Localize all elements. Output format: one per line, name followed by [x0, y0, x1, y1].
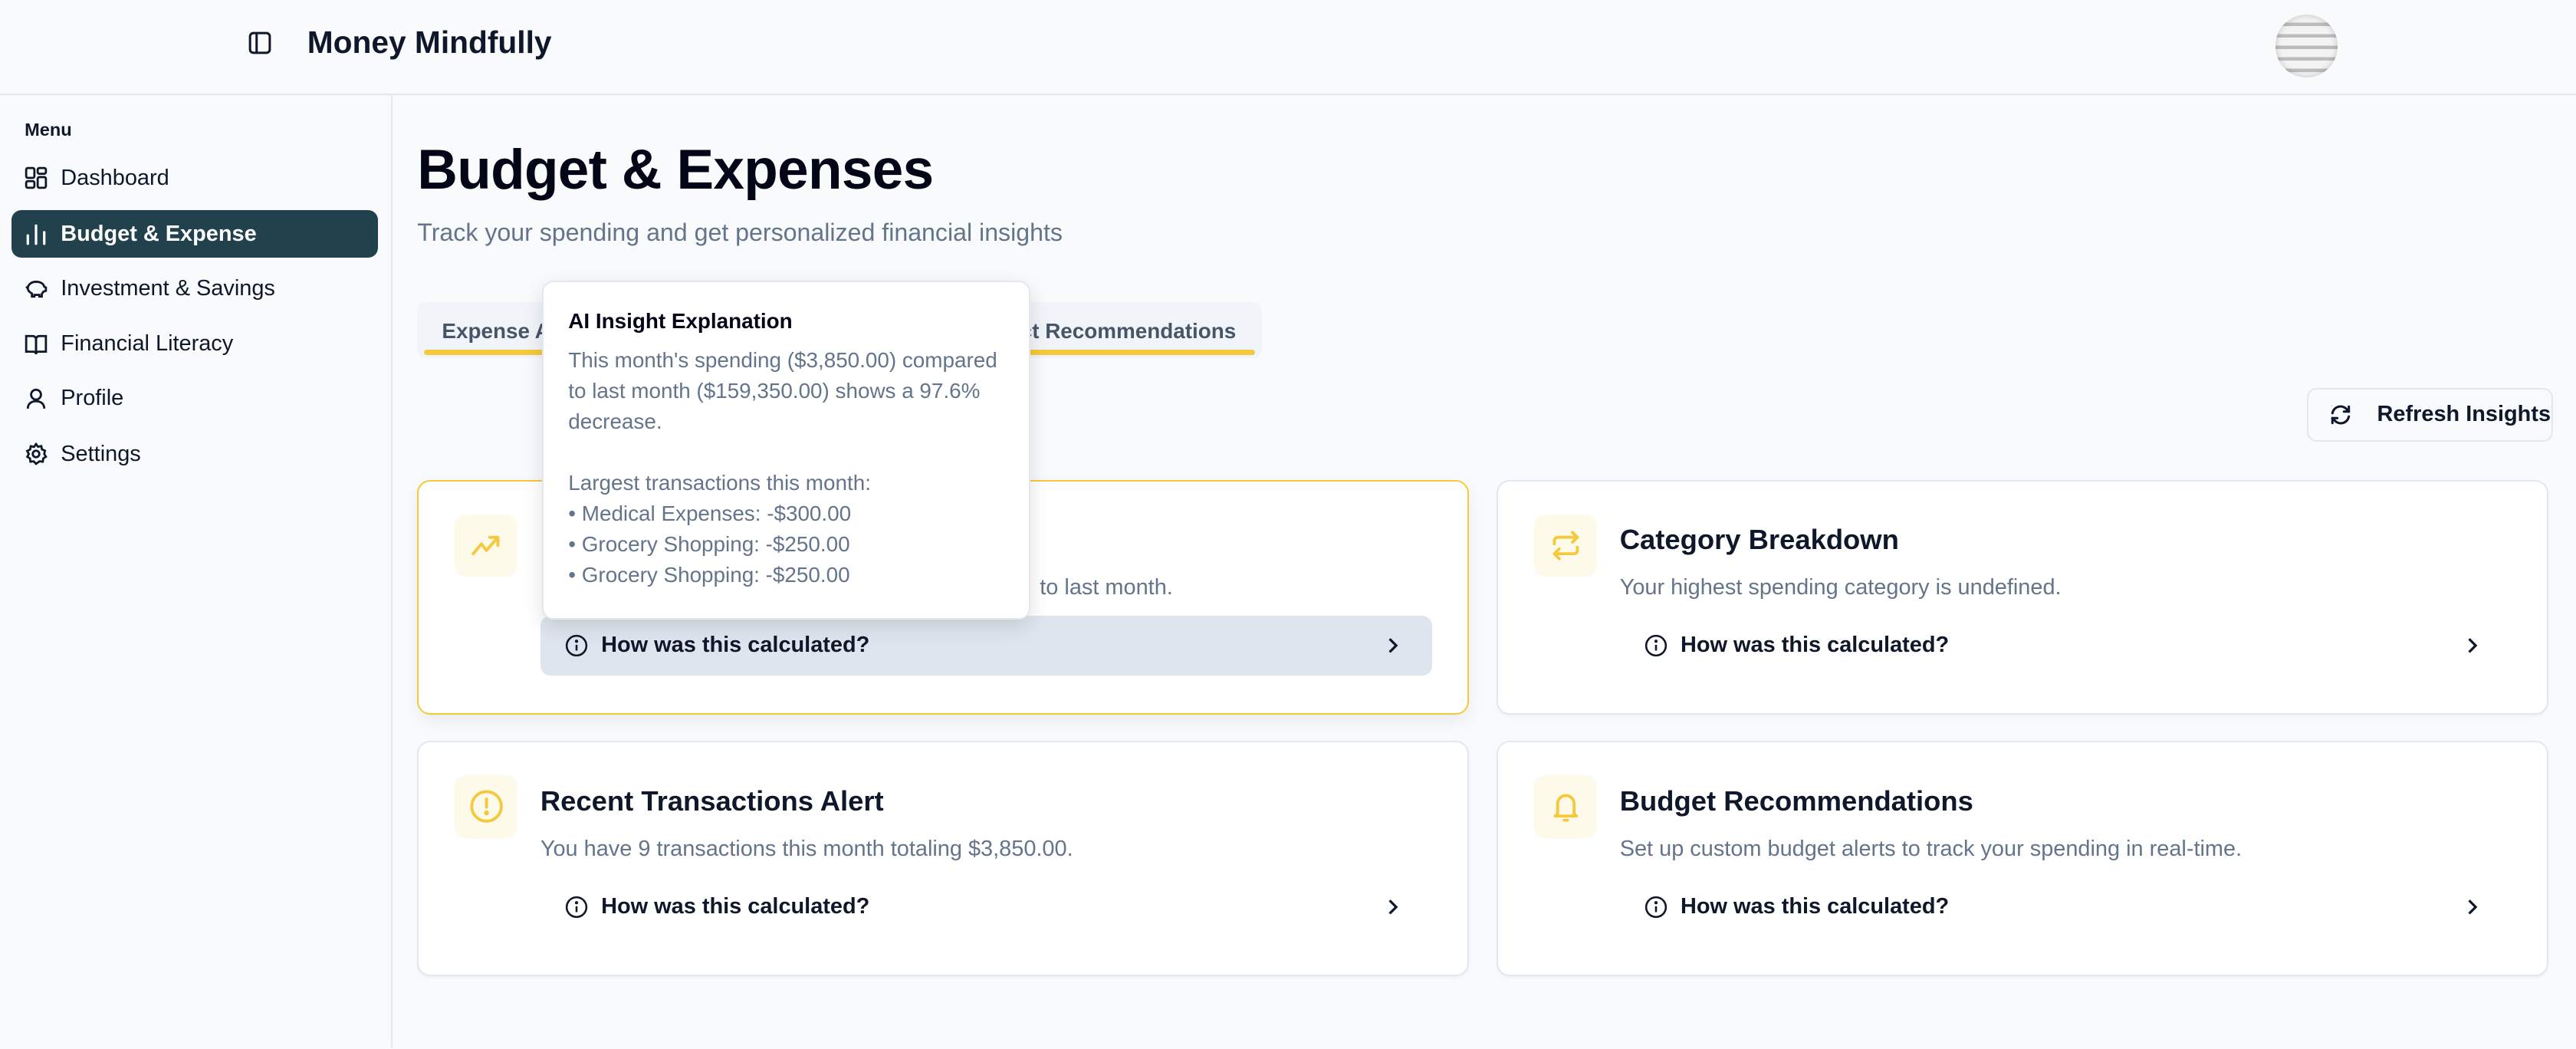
- tooltip-line: to last month ($159,350.00) shows a 97.6…: [568, 378, 981, 403]
- how-calculated-button[interactable]: How was this calculated?: [540, 616, 1433, 676]
- tooltip-line: • Grocery Shopping: -$250.00: [568, 532, 850, 557]
- info-icon: [1644, 634, 1667, 657]
- icon-box: [1534, 514, 1597, 577]
- sidebar-item-financial-literacy[interactable]: Financial Literacy: [12, 321, 378, 368]
- tab-recommendations[interactable]: ct Recommendations: [1020, 318, 1237, 343]
- page-subtitle: Track your spending and get personalized…: [417, 219, 1063, 246]
- chevron-right-icon: [1388, 899, 1398, 915]
- bell-icon: [1553, 794, 1578, 822]
- card-title: Budget Recommendations: [1619, 785, 1973, 817]
- gear-icon: [25, 442, 48, 466]
- calc-label: How was this calculated?: [601, 894, 870, 919]
- how-calculated-button[interactable]: How was this calculated?: [1620, 877, 2512, 936]
- icon-box: [455, 775, 518, 838]
- how-calculated-button[interactable]: How was this calculated?: [540, 877, 1433, 936]
- calc-label: How was this calculated?: [601, 633, 870, 658]
- card-description: Set up custom budget alerts to track you…: [1619, 836, 2242, 861]
- refresh-icon: [2331, 405, 2351, 425]
- chevron-right-icon: [2468, 899, 2478, 915]
- sidebar-item-label: Settings: [61, 441, 141, 466]
- app-title: Money Mindfully: [307, 25, 552, 61]
- card-description: You have 9 transactions this month total…: [540, 836, 1073, 861]
- user-icon: [27, 388, 46, 409]
- top-header: Money Mindfully: [0, 0, 2576, 96]
- info-icon: [1644, 896, 1667, 918]
- sidebar-item-budget-expense[interactable]: Budget & Expense: [12, 210, 378, 258]
- tooltip-line: • Medical Expenses: -$300.00: [568, 501, 852, 526]
- sidebar-item-dashboard[interactable]: Dashboard: [12, 154, 378, 202]
- page-title: Budget & Expenses: [417, 139, 934, 201]
- sidebar-item-label: Financial Literacy: [61, 331, 234, 357]
- ai-insight-tooltip: AI Insight Explanation This month's spen…: [542, 281, 1030, 620]
- sidebar-item-label: Dashboard: [61, 165, 169, 190]
- card-title: Category Breakdown: [1619, 524, 1899, 556]
- tooltip-title: AI Insight Explanation: [568, 308, 793, 333]
- sidebar: Menu Dashboard Budget & Expense Investme…: [0, 95, 393, 1049]
- tooltip-line: Largest transactions this month:: [568, 471, 871, 495]
- refresh-insights-button[interactable]: Refresh Insights: [2306, 387, 2553, 442]
- card-title: Recent Transactions Alert: [540, 785, 884, 817]
- tooltip-line: This month's spending ($3,850.00) compar…: [568, 347, 997, 372]
- bar-chart-icon: [26, 225, 46, 245]
- repeat-icon: [1552, 531, 1579, 561]
- sidebar-item-label: Investment & Savings: [61, 275, 275, 301]
- card-description: Your highest spending category is undefi…: [1619, 574, 2062, 600]
- refresh-label: Refresh Insights: [2377, 402, 2551, 427]
- tooltip-line: • Grocery Shopping: -$250.00: [568, 563, 850, 587]
- alert-circle-icon: [469, 790, 503, 824]
- card-description: to last month.: [1040, 574, 1173, 600]
- trending-up-icon: [472, 535, 500, 555]
- how-calculated-button[interactable]: How was this calculated?: [1620, 616, 2512, 675]
- insight-card-category-breakdown: Category Breakdown Your highest spending…: [1497, 479, 2548, 715]
- chevron-right-icon: [1388, 638, 1398, 653]
- tooltip-line: [568, 437, 1004, 468]
- tooltip-line: decrease.: [568, 409, 662, 433]
- insight-card-budget-recommendations: Budget Recommendations Set up custom bud…: [1497, 741, 2548, 976]
- tab-expense-analysis[interactable]: Expense A: [442, 318, 550, 343]
- menu-label: Menu: [25, 120, 72, 140]
- info-icon: [565, 634, 588, 657]
- avatar[interactable]: [2275, 15, 2338, 77]
- icon-box: [1534, 775, 1597, 838]
- sidebar-item-settings[interactable]: Settings: [12, 430, 378, 478]
- sidebar-item-investment-savings[interactable]: Investment & Savings: [12, 265, 378, 312]
- sidebar-toggle-icon[interactable]: [248, 31, 271, 54]
- sidebar-item-label: Profile: [61, 386, 124, 411]
- calc-label: How was this calculated?: [1680, 633, 1950, 658]
- sidebar-item-label: Budget & Expense: [61, 221, 257, 246]
- book-icon: [25, 334, 48, 355]
- calc-label: How was this calculated?: [1680, 894, 1950, 919]
- dashboard-icon: [25, 167, 48, 189]
- chevron-right-icon: [2468, 638, 2478, 653]
- insight-card-recent-transactions: Recent Transactions Alert You have 9 tra…: [417, 741, 1469, 976]
- info-icon: [565, 896, 588, 918]
- piggy-bank-icon: [25, 281, 48, 298]
- icon-box: [455, 514, 518, 577]
- sidebar-item-profile[interactable]: Profile: [12, 375, 378, 423]
